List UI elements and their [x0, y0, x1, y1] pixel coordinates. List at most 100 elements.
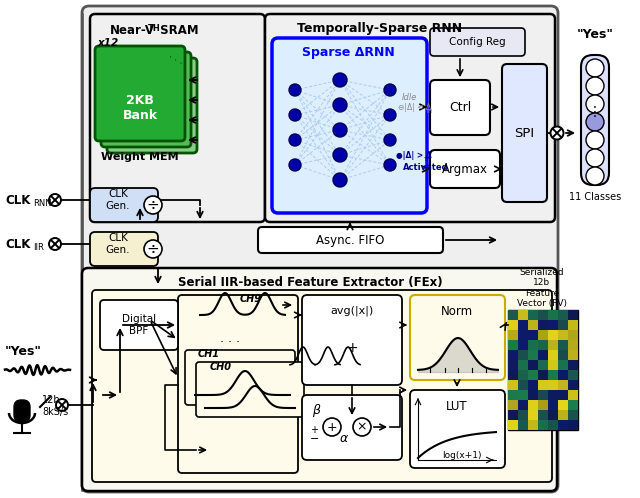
- FancyBboxPatch shape: [430, 80, 490, 135]
- Bar: [518, 330, 528, 340]
- Text: CLK: CLK: [5, 194, 30, 207]
- Text: Digital
BPF: Digital BPF: [122, 314, 156, 336]
- Bar: [538, 310, 548, 320]
- Bar: [568, 370, 578, 380]
- FancyBboxPatch shape: [410, 295, 505, 380]
- Text: Sparse ΔRNN: Sparse ΔRNN: [301, 46, 394, 59]
- Bar: [528, 330, 538, 340]
- FancyBboxPatch shape: [430, 150, 500, 188]
- Bar: [508, 320, 518, 330]
- Bar: [508, 330, 518, 340]
- Bar: [518, 320, 528, 330]
- Bar: [548, 390, 558, 400]
- Bar: [518, 400, 528, 410]
- Text: Serialized
12b
Feature
Vector (FV): Serialized 12b Feature Vector (FV): [517, 268, 567, 308]
- Text: Near-V: Near-V: [110, 24, 155, 37]
- FancyBboxPatch shape: [90, 14, 265, 222]
- Circle shape: [49, 238, 61, 250]
- Text: CLK
Gen.: CLK Gen.: [106, 189, 131, 211]
- Bar: [528, 390, 538, 400]
- Circle shape: [144, 240, 162, 258]
- Bar: [538, 320, 548, 330]
- Circle shape: [550, 126, 563, 139]
- Text: Temporally-Sparse RNN: Temporally-Sparse RNN: [298, 22, 463, 35]
- Text: 12b: 12b: [42, 395, 61, 405]
- Bar: [568, 360, 578, 370]
- Text: Activated: Activated: [403, 163, 449, 172]
- FancyBboxPatch shape: [178, 295, 298, 473]
- Bar: [558, 400, 568, 410]
- Bar: [558, 310, 568, 320]
- Bar: [508, 420, 518, 430]
- Bar: [518, 410, 528, 420]
- Bar: [538, 390, 548, 400]
- FancyBboxPatch shape: [92, 290, 552, 482]
- FancyBboxPatch shape: [430, 28, 525, 56]
- Bar: [558, 350, 568, 360]
- FancyBboxPatch shape: [14, 400, 30, 422]
- Bar: [548, 370, 558, 380]
- Bar: [548, 360, 558, 370]
- Bar: [538, 370, 548, 380]
- Text: LUT: LUT: [446, 400, 468, 413]
- Bar: [508, 390, 518, 400]
- Text: TH: TH: [425, 109, 433, 114]
- Text: 11 Classes: 11 Classes: [569, 192, 621, 202]
- Text: ÷: ÷: [147, 242, 159, 256]
- Bar: [528, 360, 538, 370]
- Bar: [518, 350, 528, 360]
- Bar: [508, 360, 518, 370]
- Bar: [528, 370, 538, 380]
- Bar: [518, 380, 528, 390]
- Circle shape: [333, 73, 347, 87]
- Bar: [528, 340, 538, 350]
- Bar: [558, 420, 568, 430]
- Circle shape: [333, 98, 347, 112]
- Text: . . .: . . .: [220, 332, 240, 345]
- Bar: [568, 340, 578, 350]
- Bar: [548, 400, 558, 410]
- Bar: [568, 410, 578, 420]
- Text: Ctrl: Ctrl: [449, 101, 471, 114]
- Text: SRAM: SRAM: [156, 24, 198, 37]
- Bar: [538, 380, 548, 390]
- Bar: [518, 370, 528, 380]
- Bar: [538, 410, 548, 420]
- Bar: [508, 310, 578, 430]
- FancyBboxPatch shape: [82, 6, 558, 492]
- FancyBboxPatch shape: [410, 390, 505, 468]
- Bar: [558, 370, 568, 380]
- Bar: [548, 340, 558, 350]
- Circle shape: [289, 84, 301, 96]
- Bar: [538, 360, 548, 370]
- Bar: [558, 410, 568, 420]
- FancyBboxPatch shape: [107, 58, 197, 153]
- Bar: [558, 360, 568, 370]
- Circle shape: [586, 167, 604, 185]
- Text: CLK
Gen.: CLK Gen.: [106, 233, 131, 255]
- Text: CH0: CH0: [210, 362, 232, 372]
- Bar: [568, 320, 578, 330]
- Circle shape: [333, 148, 347, 162]
- Circle shape: [384, 84, 396, 96]
- Text: −: −: [310, 434, 319, 444]
- FancyBboxPatch shape: [95, 46, 185, 141]
- Text: log(x+1): log(x+1): [442, 451, 481, 460]
- Circle shape: [586, 95, 604, 113]
- Circle shape: [586, 149, 604, 167]
- FancyBboxPatch shape: [258, 227, 443, 253]
- Bar: [568, 390, 578, 400]
- FancyBboxPatch shape: [82, 268, 557, 491]
- FancyBboxPatch shape: [272, 38, 427, 213]
- Circle shape: [49, 194, 61, 206]
- Bar: [508, 410, 518, 420]
- Bar: [538, 350, 548, 360]
- Text: ⊖|Δ| < Δ: ⊖|Δ| < Δ: [398, 103, 431, 112]
- Circle shape: [384, 109, 396, 121]
- Text: IIR: IIR: [33, 243, 44, 251]
- Bar: [518, 360, 528, 370]
- Text: 8kS/s: 8kS/s: [42, 407, 68, 417]
- Text: avg(|x|): avg(|x|): [330, 305, 374, 316]
- Bar: [538, 420, 548, 430]
- Bar: [538, 340, 548, 350]
